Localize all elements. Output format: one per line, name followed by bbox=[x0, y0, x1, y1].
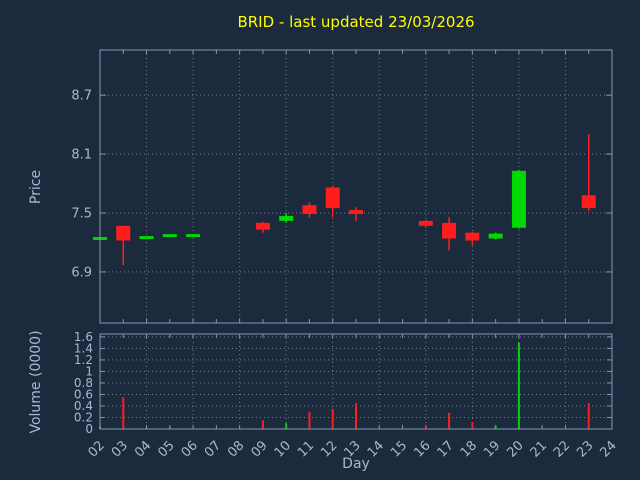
day-tick-label: 02 bbox=[86, 438, 108, 460]
volume-tick-label: 1.2 bbox=[74, 353, 93, 367]
candle-body bbox=[302, 205, 317, 214]
candle-body bbox=[349, 210, 363, 214]
day-tick-label: 24 bbox=[598, 438, 620, 460]
day-tick-label: 16 bbox=[411, 438, 433, 460]
price-panel-frame bbox=[99, 49, 613, 324]
volume-tick-label: 0 bbox=[85, 422, 93, 436]
candle-body bbox=[418, 220, 433, 226]
candle-body bbox=[442, 222, 457, 239]
day-tick-label: 05 bbox=[155, 438, 177, 460]
volume-panel-frame bbox=[99, 333, 613, 430]
day-tick-label: 20 bbox=[504, 438, 526, 460]
price-tick-label: 7.5 bbox=[71, 207, 92, 222]
volume-tick-label: 1 bbox=[85, 364, 93, 378]
candle-body bbox=[511, 170, 526, 228]
volume-tick-label: 0.4 bbox=[74, 399, 93, 413]
volume-tick-label: 0.2 bbox=[74, 410, 93, 424]
volume-tick-label: 1.4 bbox=[74, 341, 93, 355]
candle-body bbox=[279, 215, 294, 221]
day-tick-label: 12 bbox=[318, 438, 340, 460]
chart-title: BRID - last updated 23/03/2026 bbox=[237, 13, 475, 31]
day-tick-label: 21 bbox=[528, 438, 550, 460]
day-tick-label: 07 bbox=[202, 438, 224, 460]
volume-tick-label: 1.6 bbox=[74, 330, 93, 344]
candle-body bbox=[581, 195, 596, 209]
day-tick-label: 22 bbox=[551, 438, 573, 460]
day-tick-label: 19 bbox=[481, 438, 503, 460]
candle-body bbox=[465, 232, 480, 241]
day-tick-label: 18 bbox=[458, 438, 480, 460]
day-tick-label: 11 bbox=[295, 438, 317, 460]
day-tick-label: 15 bbox=[388, 438, 410, 460]
price-tick-label: 8.1 bbox=[71, 148, 92, 163]
day-tick-label: 08 bbox=[225, 438, 247, 460]
volume-tick-label: 0.8 bbox=[74, 376, 93, 390]
day-tick-label: 23 bbox=[574, 438, 596, 460]
candle-body bbox=[255, 222, 270, 230]
x-axis-label: Day bbox=[342, 456, 370, 472]
volume-tick-label: 0.6 bbox=[74, 387, 93, 401]
price-tick-label: 8.7 bbox=[71, 89, 92, 104]
day-tick-label: 17 bbox=[435, 438, 457, 460]
day-tick-label: 10 bbox=[272, 438, 294, 460]
day-tick-label: 04 bbox=[132, 438, 154, 460]
candle-body bbox=[325, 187, 340, 209]
candle-body bbox=[116, 225, 131, 241]
day-tick-label: 13 bbox=[342, 438, 364, 460]
day-tick-label: 09 bbox=[248, 438, 270, 460]
candle-body bbox=[488, 233, 503, 239]
day-tick-label: 14 bbox=[365, 438, 387, 460]
day-tick-label: 06 bbox=[179, 438, 201, 460]
price-tick-label: 6.9 bbox=[71, 265, 92, 280]
day-tick-label: 03 bbox=[109, 438, 131, 460]
